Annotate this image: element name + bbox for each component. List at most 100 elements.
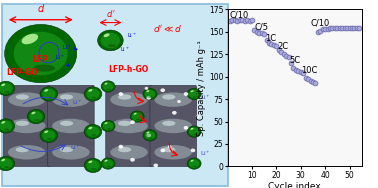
Circle shape <box>189 127 199 136</box>
Ellipse shape <box>146 132 149 133</box>
Ellipse shape <box>8 119 45 133</box>
Circle shape <box>103 122 113 130</box>
Ellipse shape <box>193 134 197 135</box>
Circle shape <box>145 131 155 139</box>
Ellipse shape <box>155 92 192 107</box>
Circle shape <box>14 32 68 75</box>
Ellipse shape <box>47 138 52 140</box>
Text: 2C: 2C <box>277 42 289 51</box>
Ellipse shape <box>34 64 55 72</box>
Text: Li$^+$: Li$^+$ <box>55 53 70 67</box>
FancyBboxPatch shape <box>48 86 94 166</box>
Circle shape <box>42 130 56 141</box>
Ellipse shape <box>162 121 175 126</box>
Text: Li$^+$: Li$^+$ <box>62 43 77 52</box>
Circle shape <box>189 159 199 168</box>
Circle shape <box>130 120 135 124</box>
Text: LFP-h-GO: LFP-h-GO <box>108 65 148 74</box>
Text: 1C: 1C <box>265 34 276 43</box>
Ellipse shape <box>44 89 48 92</box>
Ellipse shape <box>110 119 148 133</box>
Circle shape <box>196 115 200 118</box>
Circle shape <box>101 158 115 169</box>
Ellipse shape <box>104 33 110 37</box>
Ellipse shape <box>16 147 29 152</box>
Ellipse shape <box>104 122 108 124</box>
Circle shape <box>184 92 188 96</box>
Ellipse shape <box>118 121 131 126</box>
Ellipse shape <box>16 94 29 100</box>
Ellipse shape <box>4 166 9 168</box>
Ellipse shape <box>136 119 140 120</box>
Ellipse shape <box>191 90 194 92</box>
Circle shape <box>101 81 115 92</box>
Circle shape <box>189 90 199 98</box>
FancyBboxPatch shape <box>150 86 197 166</box>
Text: 10C: 10C <box>301 66 317 75</box>
Ellipse shape <box>4 91 9 93</box>
Ellipse shape <box>88 89 92 92</box>
Circle shape <box>0 158 12 169</box>
Circle shape <box>130 111 144 122</box>
Ellipse shape <box>149 96 153 98</box>
Ellipse shape <box>52 119 90 133</box>
Circle shape <box>187 126 201 137</box>
Ellipse shape <box>191 128 194 130</box>
Ellipse shape <box>16 121 29 126</box>
Circle shape <box>84 124 102 139</box>
FancyBboxPatch shape <box>2 4 228 186</box>
Text: C/5: C/5 <box>254 23 268 32</box>
Circle shape <box>42 89 56 99</box>
Text: Li$^+$: Li$^+$ <box>127 31 136 40</box>
Circle shape <box>0 121 12 131</box>
X-axis label: Cycle index: Cycle index <box>268 182 321 188</box>
Ellipse shape <box>60 147 73 152</box>
Ellipse shape <box>91 134 96 136</box>
Circle shape <box>172 111 177 115</box>
Ellipse shape <box>193 96 197 98</box>
Circle shape <box>86 160 100 171</box>
Circle shape <box>40 87 58 101</box>
Circle shape <box>40 128 58 143</box>
Ellipse shape <box>162 147 175 152</box>
Circle shape <box>187 88 201 100</box>
Circle shape <box>143 88 157 100</box>
Circle shape <box>27 109 45 124</box>
Ellipse shape <box>110 92 148 107</box>
Ellipse shape <box>34 119 40 121</box>
Ellipse shape <box>107 166 111 167</box>
Ellipse shape <box>1 159 5 161</box>
Circle shape <box>145 90 155 98</box>
Ellipse shape <box>60 121 73 126</box>
Text: $d$: $d$ <box>37 2 45 14</box>
Circle shape <box>132 112 143 121</box>
Ellipse shape <box>108 44 116 47</box>
FancyBboxPatch shape <box>3 86 50 166</box>
Ellipse shape <box>107 89 111 90</box>
Circle shape <box>143 130 157 141</box>
Circle shape <box>191 149 195 152</box>
Text: 5C: 5C <box>290 56 301 65</box>
Text: C/10: C/10 <box>230 10 249 19</box>
Ellipse shape <box>88 161 92 163</box>
Ellipse shape <box>162 94 175 100</box>
Ellipse shape <box>118 147 131 152</box>
Ellipse shape <box>60 94 73 100</box>
Circle shape <box>187 158 201 169</box>
Ellipse shape <box>110 145 148 159</box>
Ellipse shape <box>107 128 111 130</box>
Ellipse shape <box>44 130 48 133</box>
Ellipse shape <box>1 83 5 86</box>
Text: Li$^+$: Li$^+$ <box>120 45 130 54</box>
Circle shape <box>0 83 12 94</box>
Circle shape <box>101 120 115 132</box>
Circle shape <box>119 92 123 96</box>
Circle shape <box>153 164 158 167</box>
Ellipse shape <box>118 94 131 100</box>
Circle shape <box>160 149 165 152</box>
Ellipse shape <box>104 160 108 162</box>
Ellipse shape <box>149 137 153 139</box>
Circle shape <box>103 82 113 91</box>
Circle shape <box>5 24 77 83</box>
Ellipse shape <box>146 90 149 92</box>
